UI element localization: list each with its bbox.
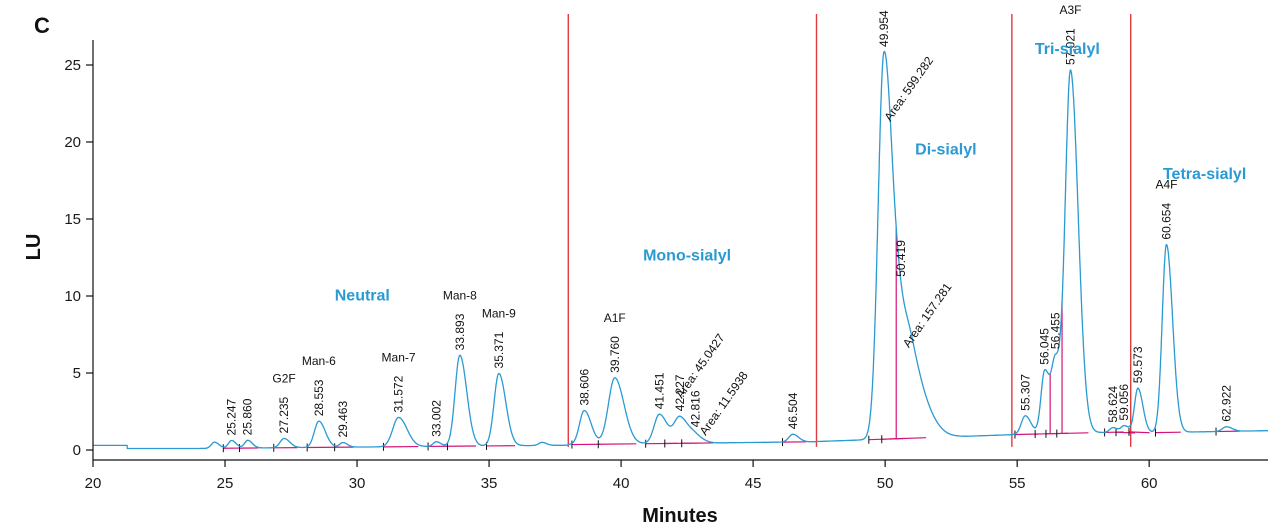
x-tick-label: 50 bbox=[877, 475, 894, 492]
peak-glycan-name: Man-8 bbox=[443, 288, 477, 302]
peak-rt-label: 46.504 bbox=[786, 392, 800, 429]
region-labels: Neutral Mono-sialyl Di-sialyl Tri-sialyl Tet… bbox=[335, 41, 1247, 304]
peak-rt-label: 60.654 bbox=[1159, 203, 1173, 240]
x-tick-label: 45 bbox=[745, 475, 762, 492]
chromatogram-trace bbox=[93, 50, 1268, 450]
peak-rt-label: 41.451 bbox=[652, 372, 666, 409]
peak-rt-label: 29.463 bbox=[336, 401, 350, 438]
peak-rt-label: 27.235 bbox=[277, 396, 291, 433]
x-tick-label: 55 bbox=[1009, 475, 1026, 492]
x-tick-label: 30 bbox=[349, 475, 366, 492]
peak-rt-label: 28.553 bbox=[312, 379, 326, 416]
region-dividers bbox=[567, 14, 1132, 447]
peak-glycan-name: A3F bbox=[1060, 3, 1082, 17]
peak-rt-label: 39.760 bbox=[608, 336, 622, 373]
peak-rt-label: 56.455 bbox=[1049, 312, 1063, 349]
x-axis-title: Minutes bbox=[642, 505, 718, 527]
baseline-segment bbox=[881, 437, 927, 440]
peak-rt-label: 25.860 bbox=[241, 398, 255, 435]
peak-rt-label: 42.227 bbox=[673, 374, 687, 411]
peak-rt-label: 50.419 bbox=[894, 240, 908, 277]
peak-rt-label: 49.954 bbox=[877, 10, 891, 47]
region-label: Neutral bbox=[335, 288, 390, 305]
area-annotation: Area: 11.5938 bbox=[697, 369, 751, 438]
peak-rt-label: 31.572 bbox=[392, 375, 406, 412]
peak-glycan-name: A4F bbox=[1155, 178, 1177, 192]
peak-rt-label: 58.624 bbox=[1106, 386, 1120, 423]
peak-glycan-name: Man-9 bbox=[482, 306, 516, 320]
peak-rt-label: 33.002 bbox=[429, 400, 443, 437]
peak-glycan-name: A1F bbox=[604, 311, 626, 325]
x-tick-label: 20 bbox=[85, 475, 102, 492]
y-tick-label: 20 bbox=[64, 134, 81, 151]
y-tick-label: 10 bbox=[64, 288, 81, 305]
baseline-segment bbox=[1128, 431, 1150, 434]
y-axis-title: LU bbox=[23, 234, 45, 261]
peak-rt-label: 59.056 bbox=[1117, 384, 1131, 421]
x-tick-label: 35 bbox=[481, 475, 498, 492]
x-tick-label: 25 bbox=[217, 475, 234, 492]
baseline-segment bbox=[1115, 431, 1136, 434]
integration-baseline bbox=[222, 227, 1240, 453]
x-tick-label: 60 bbox=[1141, 475, 1158, 492]
peak-rt-label: 59.573 bbox=[1131, 346, 1145, 383]
peak-rt-label: 57.021 bbox=[1064, 28, 1078, 65]
peak-rt-label: 25.247 bbox=[225, 398, 239, 435]
area-annotation: Area: 45.0427 bbox=[673, 331, 728, 401]
panel-letter: C bbox=[34, 13, 50, 38]
x-tick-label: 40 bbox=[613, 475, 630, 492]
peak-glycan-name: Man-7 bbox=[382, 350, 416, 364]
region-label: Tri-sialyl bbox=[1035, 41, 1100, 58]
peak-rt-label: 42.816 bbox=[688, 390, 702, 427]
area-annotations: Area: 599.282 Area: 157.281 Area: 45.0427A… bbox=[673, 54, 955, 438]
peak-rt-label: 35.371 bbox=[492, 331, 506, 368]
region-label: Tetra-sialyl bbox=[1163, 166, 1246, 183]
peak-rt-label: 33.893 bbox=[453, 313, 467, 350]
y-tick-label: 15 bbox=[64, 211, 81, 228]
peak-rt-label: 55.307 bbox=[1018, 374, 1032, 411]
y-tick-label: 0 bbox=[73, 442, 81, 459]
area-annotation: Area: 157.281 bbox=[900, 280, 955, 350]
peak-rt-label: 56.045 bbox=[1038, 328, 1052, 365]
y-tick-label: 5 bbox=[73, 365, 81, 382]
peak-rt-label: 38.606 bbox=[577, 369, 591, 406]
peak-glycan-name: G2F bbox=[272, 371, 295, 385]
peak-labels: 25.247 25.860 27.235 G2F 28.553 Man-6 29.463 31… bbox=[225, 3, 1234, 438]
peak-rt-label: 62.922 bbox=[1219, 385, 1233, 422]
region-label: Di-sialyl bbox=[915, 141, 976, 158]
axes: 20 25 30 35 40 45 50 55 60 0 5 10 15 20 25 bbox=[64, 40, 1268, 492]
y-tick-label: 25 bbox=[64, 57, 81, 74]
region-label: Mono-sialyl bbox=[643, 248, 731, 265]
area-annotation: Area: 599.282 bbox=[881, 54, 936, 124]
peak-glycan-name: Man-6 bbox=[302, 354, 336, 368]
